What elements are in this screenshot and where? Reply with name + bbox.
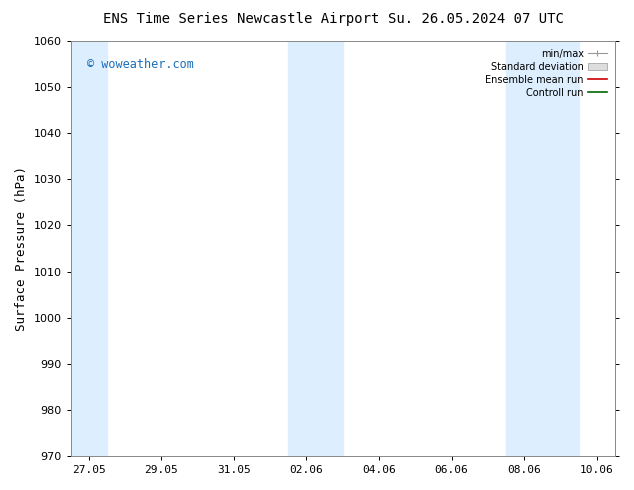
Legend: min/max, Standard deviation, Ensemble mean run, Controll run: min/max, Standard deviation, Ensemble me… (482, 46, 610, 100)
Text: © woweather.com: © woweather.com (87, 58, 194, 71)
Text: Su. 26.05.2024 07 UTC: Su. 26.05.2024 07 UTC (387, 12, 564, 26)
Bar (288, 41, 343, 456)
Text: ENS Time Series Newcastle Airport: ENS Time Series Newcastle Airport (103, 12, 379, 26)
Bar (71, 41, 107, 456)
Y-axis label: Surface Pressure (hPa): Surface Pressure (hPa) (15, 166, 28, 331)
Bar (506, 41, 579, 456)
